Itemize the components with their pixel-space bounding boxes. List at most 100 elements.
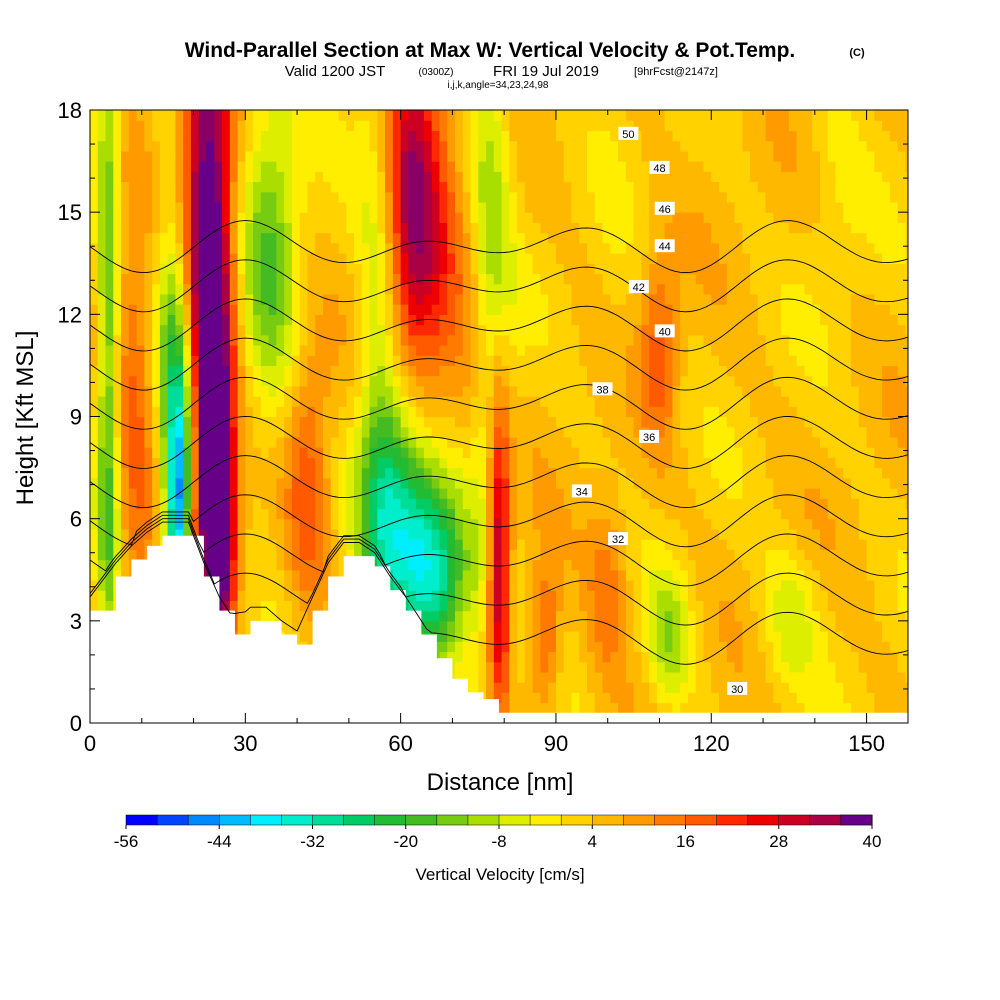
heatmap-cell — [571, 365, 580, 377]
heatmap-cell — [198, 365, 208, 377]
heatmap-cell — [175, 150, 184, 162]
heatmap-cell — [462, 610, 472, 622]
heatmap-cell — [354, 191, 363, 203]
heatmap-cell — [214, 253, 223, 264]
heatmap-cell — [346, 355, 355, 367]
heatmap-cell — [121, 314, 130, 326]
heatmap-cell — [400, 263, 409, 275]
heatmap-cell — [175, 365, 184, 377]
heatmap-cell — [687, 242, 697, 254]
heatmap-cell — [540, 120, 549, 132]
heatmap-cell — [649, 579, 658, 591]
heatmap-cell — [245, 539, 254, 550]
heatmap-cell — [90, 600, 99, 612]
heatmap-cell — [602, 253, 611, 264]
heatmap-cell — [198, 140, 208, 152]
heatmap-cell — [656, 641, 666, 653]
heatmap-cell — [253, 355, 262, 367]
heatmap-cell — [680, 631, 689, 642]
heatmap-cell — [656, 212, 666, 223]
heatmap-cell — [478, 171, 487, 183]
heatmap-cell — [625, 120, 635, 132]
heatmap-cell — [260, 120, 270, 132]
heatmap-cell — [369, 273, 378, 285]
heatmap-cell — [307, 457, 316, 469]
heatmap-cell — [284, 396, 293, 407]
heatmap-cell — [190, 375, 200, 387]
heatmap-cell — [571, 253, 580, 264]
heatmap-cell — [159, 324, 169, 336]
heatmap-cell — [672, 508, 681, 520]
heatmap-cell — [656, 375, 666, 387]
heatmap-cell — [594, 671, 604, 683]
heatmap-cell — [392, 191, 402, 203]
heatmap-cell — [493, 518, 503, 530]
heatmap-cell — [687, 488, 697, 499]
heatmap-cell — [602, 304, 611, 315]
heatmap-cell — [532, 426, 542, 438]
heatmap-cell — [579, 253, 588, 264]
heatmap-cell — [369, 355, 378, 367]
heatmap-cell — [641, 191, 650, 203]
heatmap-cell — [726, 396, 736, 407]
heatmap-cell — [90, 508, 99, 520]
heatmap-cell — [656, 232, 666, 244]
heatmap-cell — [105, 212, 114, 223]
heatmap-cell — [229, 355, 239, 367]
heatmap-cell — [625, 457, 635, 469]
heatmap-cell — [284, 385, 293, 397]
heatmap-cell — [478, 110, 487, 121]
heatmap-cell — [641, 110, 650, 121]
heatmap-cell — [548, 130, 557, 142]
heatmap-cell — [656, 508, 666, 520]
heatmap-cell — [486, 222, 495, 234]
subtitle-utc: (0300Z) — [418, 67, 453, 78]
heatmap-cell — [571, 150, 580, 162]
heatmap-cell — [268, 610, 277, 622]
heatmap-cell — [470, 253, 479, 264]
heatmap-cell — [486, 579, 495, 591]
heatmap-cell — [105, 253, 114, 264]
heatmap-cell — [385, 447, 394, 458]
heatmap-cell — [245, 447, 254, 458]
heatmap-cell — [338, 120, 347, 132]
heatmap-cell — [594, 477, 604, 489]
heatmap-cell — [711, 385, 720, 397]
heatmap-cell — [687, 426, 697, 438]
heatmap-cell — [454, 150, 464, 162]
heatmap-cell — [392, 110, 402, 121]
heatmap-cell — [214, 242, 223, 254]
heatmap-cell — [649, 365, 658, 377]
heatmap-cell — [454, 518, 464, 530]
heatmap-cell — [509, 498, 518, 510]
heatmap-cell — [517, 344, 526, 356]
heatmap-cell — [470, 508, 479, 520]
heatmap-cell — [214, 447, 223, 458]
heatmap-cell — [90, 140, 99, 152]
heatmap-cell — [563, 569, 573, 581]
heatmap-cell — [509, 130, 518, 142]
heatmap-cell — [245, 344, 254, 356]
heatmap-cell — [672, 488, 681, 499]
heatmap-cell — [183, 416, 192, 428]
heatmap-cell — [711, 181, 720, 193]
heatmap-cell — [540, 140, 549, 152]
heatmap-cell — [377, 559, 386, 571]
heatmap-cell — [369, 416, 378, 428]
heatmap-cell — [493, 559, 503, 571]
heatmap-cell — [113, 508, 122, 520]
heatmap-cell — [454, 610, 464, 622]
heatmap-cell — [284, 355, 293, 367]
heatmap-cell — [555, 477, 565, 489]
heatmap-cell — [105, 273, 114, 285]
heatmap-cell — [97, 528, 107, 540]
heatmap-cell — [330, 242, 340, 254]
heatmap-cell — [633, 457, 642, 469]
heatmap-cell — [587, 232, 596, 244]
heatmap-cell — [392, 396, 402, 407]
heatmap-cell — [726, 242, 736, 254]
heatmap-cell — [664, 559, 674, 571]
heatmap-cell — [540, 702, 549, 714]
heatmap-cell — [618, 201, 627, 213]
heatmap-cell — [416, 140, 425, 152]
